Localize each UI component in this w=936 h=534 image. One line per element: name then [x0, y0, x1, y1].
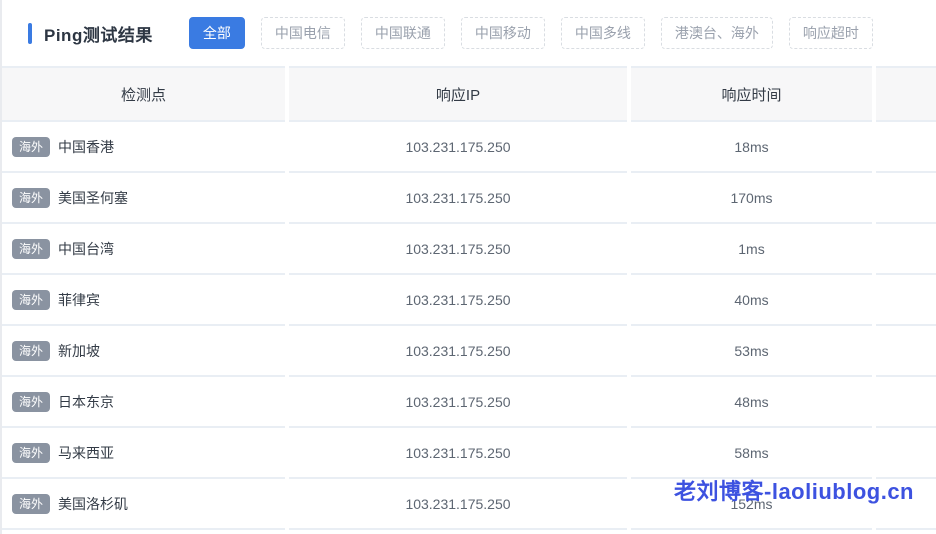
- extra-cell: [876, 326, 936, 377]
- table-row: 海外 菲律宾 103.231.175.250 40ms: [2, 275, 936, 326]
- location-label: 美国圣何塞: [58, 189, 129, 206]
- region-badge: 海外: [12, 238, 51, 259]
- extra-cell: [876, 479, 936, 530]
- location-label: 日本东京: [58, 393, 115, 410]
- ping-results-table: 检测点 响应IP 响应时间 海外 中国香港 103.231.175.250 18ms 海…: [2, 66, 936, 530]
- ip-cell: 103.231.175.250: [289, 428, 627, 479]
- column-header-location: 检测点: [2, 66, 285, 122]
- location-cell: 海外 马来西亚: [2, 428, 285, 479]
- column-header-ip: 响应IP: [289, 66, 627, 122]
- region-badge: 海外: [12, 493, 51, 514]
- ip-cell: 103.231.175.250: [289, 326, 627, 377]
- extra-cell: [876, 224, 936, 275]
- region-badge: 海外: [12, 391, 51, 412]
- extra-cell: [876, 122, 936, 173]
- location-label: 中国台湾: [58, 240, 115, 257]
- region-badge: 海外: [12, 187, 51, 208]
- region-badge: 海外: [12, 136, 51, 157]
- ip-cell: 103.231.175.250: [289, 173, 627, 224]
- ip-cell: 103.231.175.250: [289, 275, 627, 326]
- watermark: 老刘博客-laoliublog.cn: [674, 479, 914, 504]
- region-badge: 海外: [12, 442, 51, 463]
- extra-cell: [876, 428, 936, 479]
- location-cell: 海外 中国台湾: [2, 224, 285, 275]
- extra-cell: [876, 275, 936, 326]
- location-cell: 海外 菲律宾: [2, 275, 285, 326]
- ip-cell: 103.231.175.250: [289, 377, 627, 428]
- location-cell: 海外 日本东京: [2, 377, 285, 428]
- filter-button[interactable]: 中国联通: [360, 17, 445, 49]
- location-cell: 海外 美国洛杉矶: [2, 479, 285, 530]
- panel-header: Ping测试结果 全部 中国电信 中国联通 中国移动 中国多线 港澳台、海外 响应超时: [2, 0, 936, 66]
- table-header-row: 检测点 响应IP 响应时间: [2, 66, 936, 122]
- table-body: 海外 中国香港 103.231.175.250 18ms 海外 美国圣何塞 103.231.…: [2, 122, 936, 530]
- time-cell: 1ms: [631, 224, 872, 275]
- location-cell: 海外 美国圣何塞: [2, 173, 285, 224]
- extra-cell: [876, 377, 936, 428]
- location-cell: 海外 中国香港: [2, 122, 285, 173]
- table-row: 海外 中国香港 103.231.175.250 18ms: [2, 122, 936, 173]
- time-cell: 48ms: [631, 377, 872, 428]
- filter-button[interactable]: 中国移动: [460, 17, 545, 49]
- table-row: 海外 日本东京 103.231.175.250 48ms: [2, 377, 936, 428]
- column-header-time: 响应时间: [631, 66, 872, 122]
- extra-cell: [876, 173, 936, 224]
- table-row: 海外 美国洛杉矶 103.231.175.250 152ms: [2, 479, 936, 530]
- table-row: 海外 新加坡 103.231.175.250 53ms: [2, 326, 936, 377]
- time-cell: 18ms: [631, 122, 872, 173]
- ip-cell: 103.231.175.250: [289, 224, 627, 275]
- filter-button[interactable]: 港澳台、海外: [660, 17, 773, 49]
- ip-cell: 103.231.175.250: [289, 122, 627, 173]
- location-label: 菲律宾: [58, 291, 101, 308]
- region-badge: 海外: [12, 340, 51, 361]
- filter-button[interactable]: 中国电信: [260, 17, 345, 49]
- time-cell: 40ms: [631, 275, 872, 326]
- title-accent-bar: [28, 22, 32, 44]
- filter-button[interactable]: 响应超时: [788, 17, 873, 49]
- location-label: 新加坡: [58, 342, 101, 359]
- table-row: 海外 美国圣何塞 103.231.175.250 170ms: [2, 173, 936, 224]
- time-cell: 152ms: [631, 479, 872, 530]
- time-cell: 170ms: [631, 173, 872, 224]
- page-title: Ping测试结果: [44, 25, 153, 45]
- time-cell: 53ms: [631, 326, 872, 377]
- location-label: 中国香港: [58, 138, 115, 155]
- location-cell: 海外 新加坡: [2, 326, 285, 377]
- region-badge: 海外: [12, 289, 51, 310]
- ip-cell: 103.231.175.250: [289, 479, 627, 530]
- filter-button[interactable]: 全部: [188, 17, 245, 49]
- table-row: 海外 中国台湾 103.231.175.250 1ms: [2, 224, 936, 275]
- column-header-extra: [876, 66, 936, 122]
- filter-button[interactable]: 中国多线: [560, 17, 645, 49]
- filter-bar: 全部 中国电信 中国联通 中国移动 中国多线 港澳台、海外 响应超时: [188, 17, 873, 49]
- table-row: 海外 马来西亚 103.231.175.250 58ms: [2, 428, 936, 479]
- time-cell: 58ms: [631, 428, 872, 479]
- location-label: 美国洛杉矶: [58, 495, 129, 512]
- location-label: 马来西亚: [58, 444, 115, 461]
